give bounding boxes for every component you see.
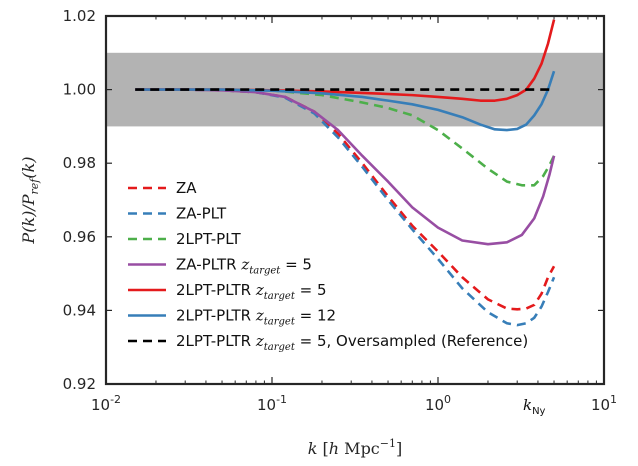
legend-label-0: ZA bbox=[176, 179, 197, 197]
series-line-4 bbox=[135, 19, 556, 102]
legend-label-2: 2LPT-PLT bbox=[176, 230, 241, 248]
legend-label-1: ZA-PLT bbox=[176, 205, 227, 223]
x-tick-label-2: 100 bbox=[425, 393, 451, 414]
legend-item-4: 2LPT-PLTR ztarget = 5 bbox=[128, 281, 327, 302]
y-axis-title: P(k)/Pref(k) bbox=[19, 156, 41, 244]
series-line-5 bbox=[135, 70, 556, 132]
y-tick-label-3: 0.98 bbox=[63, 154, 96, 172]
legend-item-2: 2LPT-PLT bbox=[128, 230, 241, 248]
y-tick-label-4: 1.00 bbox=[63, 81, 96, 99]
legend-label-3: ZA-PLTR ztarget = 5 bbox=[176, 256, 312, 277]
legend-label-6: 2LPT-PLTR ztarget = 5, Oversampled (Refe… bbox=[176, 332, 528, 353]
y-axis-label: P(k)/Pref(k) bbox=[19, 156, 41, 244]
k-nyquist-label: kNy bbox=[523, 396, 546, 417]
x-tick-label-0: 10-2 bbox=[91, 393, 121, 414]
legend-item-3: ZA-PLTR ztarget = 5 bbox=[128, 256, 312, 277]
legend-item-0: ZA bbox=[128, 179, 197, 197]
plot-frame bbox=[104, 14, 606, 386]
legend-item-6: 2LPT-PLTR ztarget = 5, Oversampled (Refe… bbox=[128, 332, 528, 353]
legend-item-5: 2LPT-PLTR ztarget = 12 bbox=[128, 307, 336, 328]
series-line-3 bbox=[135, 88, 556, 246]
legend-item-1: ZA-PLT bbox=[128, 205, 227, 223]
y-tick-label-1: 0.94 bbox=[63, 301, 96, 319]
plot-area: 0.92 0.94 0.96 0.98 1.00 1.02 10-2 10-1 100 101 kN… bbox=[63, 7, 617, 417]
y-tick-label-5: 1.02 bbox=[63, 7, 96, 25]
y-tick-label-0: 0.92 bbox=[63, 375, 96, 393]
x-axis-label: k [h Mpc−1] bbox=[308, 437, 402, 458]
x-axis-title: k [h Mpc−1] bbox=[308, 437, 402, 458]
legend-label-5: 2LPT-PLTR ztarget = 12 bbox=[176, 307, 336, 328]
y-tick-label-2: 0.96 bbox=[63, 228, 96, 246]
x-tick-label-1: 10-1 bbox=[257, 393, 287, 414]
x-tick-label-3: 101 bbox=[591, 393, 617, 414]
legend-label-4: 2LPT-PLTR ztarget = 5 bbox=[176, 281, 327, 302]
